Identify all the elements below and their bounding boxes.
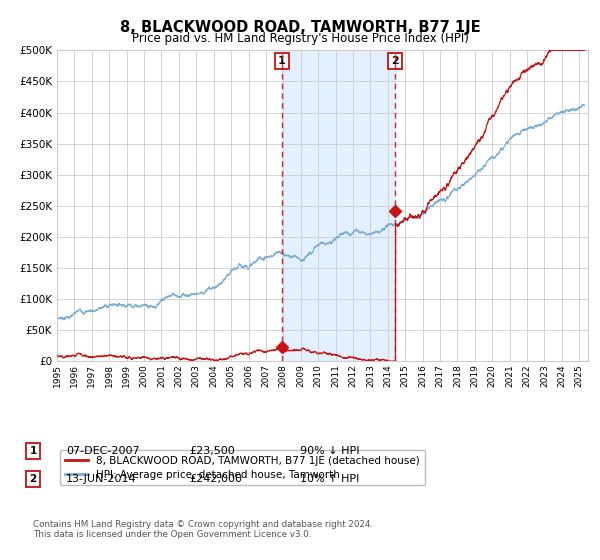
Text: 2: 2 xyxy=(392,56,400,66)
Text: 90% ↓ HPI: 90% ↓ HPI xyxy=(300,446,359,456)
Text: 07-DEC-2007: 07-DEC-2007 xyxy=(66,446,140,456)
Bar xyxy=(282,50,395,361)
Text: 1: 1 xyxy=(278,56,286,66)
Text: 2: 2 xyxy=(29,474,37,484)
Text: Price paid vs. HM Land Registry's House Price Index (HPI): Price paid vs. HM Land Registry's House … xyxy=(131,32,469,45)
Text: £242,000: £242,000 xyxy=(189,474,242,484)
Text: 10% ↑ HPI: 10% ↑ HPI xyxy=(300,474,359,484)
Text: 13-JUN-2014: 13-JUN-2014 xyxy=(66,474,137,484)
Text: 8, BLACKWOOD ROAD, TAMWORTH, B77 1JE: 8, BLACKWOOD ROAD, TAMWORTH, B77 1JE xyxy=(119,20,481,35)
Text: £23,500: £23,500 xyxy=(189,446,235,456)
Legend: 8, BLACKWOOD ROAD, TAMWORTH, B77 1JE (detached house), HPI: Average price, detac: 8, BLACKWOOD ROAD, TAMWORTH, B77 1JE (de… xyxy=(59,450,425,485)
Text: 1: 1 xyxy=(29,446,37,456)
Text: Contains HM Land Registry data © Crown copyright and database right 2024.
This d: Contains HM Land Registry data © Crown c… xyxy=(33,520,373,539)
